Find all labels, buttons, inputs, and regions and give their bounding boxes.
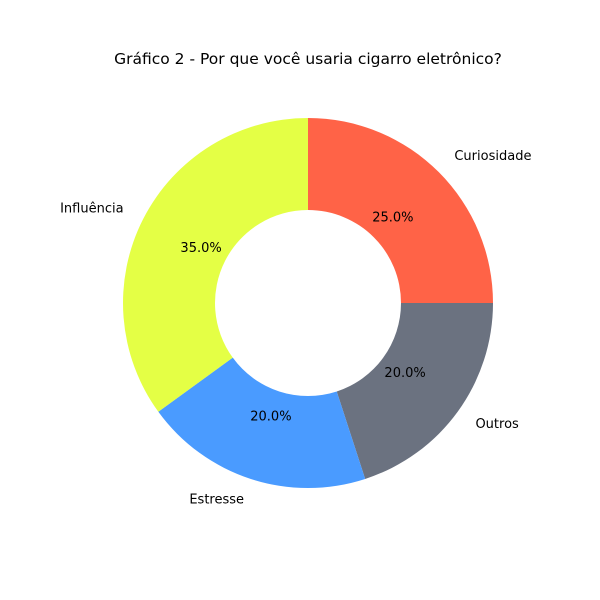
slice-influencia [123, 118, 308, 412]
category-label-estresse: Estresse [189, 492, 244, 507]
category-label-outros: Outros [475, 417, 519, 432]
category-label-influencia: Influência [60, 202, 123, 217]
pct-label-curiosidade: 25.0% [372, 211, 413, 226]
slice-estresse [158, 357, 366, 488]
slices-group [123, 118, 493, 488]
pct-label-influencia: 35.0% [180, 241, 221, 256]
pct-label-outros: 20.0% [384, 366, 425, 381]
pct-label-estresse: 20.0% [250, 410, 291, 425]
category-label-curiosidade: Curiosidade [454, 149, 531, 164]
chart-title: Gráfico 2 - Por que você usaria cigarro … [114, 50, 502, 68]
labels-group: 25.0% Curiosidade 20.0% Outros 20.0% Estresse… [60, 149, 531, 507]
slice-curiosidade [308, 118, 493, 303]
slice-outros [336, 303, 493, 479]
